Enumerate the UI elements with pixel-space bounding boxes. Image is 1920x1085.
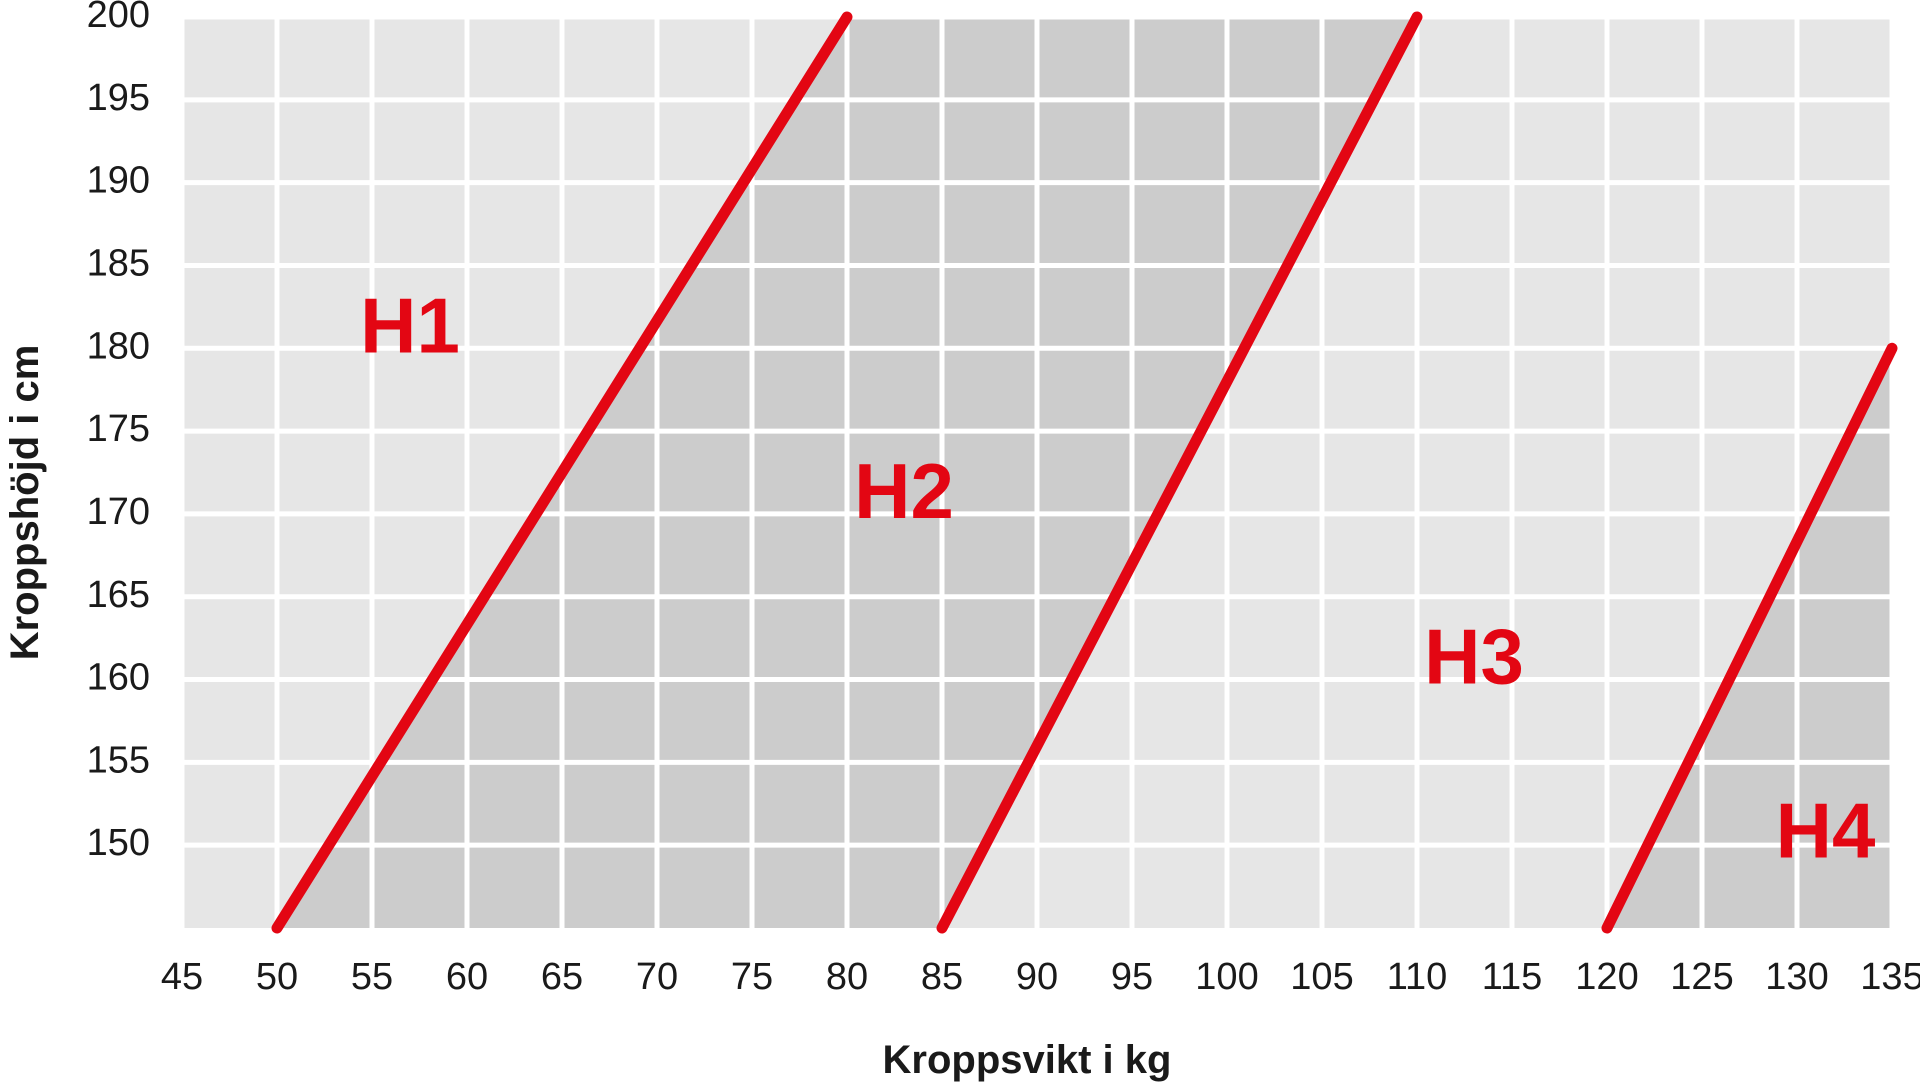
- x-tick-label: 85: [921, 956, 963, 998]
- grid: [179, 14, 1895, 928]
- x-tick-label: 105: [1290, 956, 1353, 998]
- y-tick-label: 180: [87, 325, 150, 367]
- boundary-line-3: [1601, 342, 1898, 934]
- zone-label-h4: H4: [1776, 787, 1876, 875]
- zone-region-h1: [182, 17, 847, 928]
- y-tick-label: 175: [87, 408, 150, 450]
- x-tick-label: 65: [541, 956, 583, 998]
- x-tick-label: 50: [256, 956, 298, 998]
- y-tick-label: 190: [87, 160, 150, 202]
- x-tick-label: 75: [731, 956, 773, 998]
- boundary-line-1: [271, 11, 853, 934]
- x-tick-label: 60: [446, 956, 488, 998]
- x-tick-label: 135: [1860, 956, 1920, 998]
- y-axis-tick-labels: 150 155 160 165 170 175 180 185 190 195 200: [87, 0, 150, 864]
- y-axis-title: Kroppshöjd i cm: [3, 345, 47, 661]
- x-axis-title: Kroppsvikt i kg: [883, 1038, 1172, 1082]
- x-tick-label: 95: [1111, 956, 1153, 998]
- x-tick-label: 70: [636, 956, 678, 998]
- zone-label-h3: H3: [1424, 613, 1524, 701]
- y-tick-label: 160: [87, 657, 150, 699]
- zone-label-h1: H1: [360, 281, 460, 369]
- y-tick-label: 155: [87, 739, 150, 781]
- x-tick-label: 80: [826, 956, 868, 998]
- y-tick-label: 185: [87, 242, 150, 284]
- y-tick-label: 200: [87, 0, 150, 36]
- zone-region-h4: [1607, 17, 1892, 928]
- y-tick-label: 150: [87, 822, 150, 864]
- y-tick-label: 195: [87, 77, 150, 119]
- y-tick-label: 165: [87, 574, 150, 616]
- x-tick-label: 100: [1195, 956, 1258, 998]
- x-tick-label: 55: [351, 956, 393, 998]
- boundary-line-2: [936, 11, 1423, 934]
- x-tick-label: 90: [1016, 956, 1058, 998]
- x-tick-label: 125: [1670, 956, 1733, 998]
- zone-label-h2: H2: [854, 447, 954, 535]
- x-tick-label: 45: [161, 956, 203, 998]
- zone-boundary-lines: [271, 11, 1898, 934]
- y-tick-label: 170: [87, 491, 150, 533]
- x-tick-label: 120: [1575, 956, 1638, 998]
- x-tick-label: 130: [1765, 956, 1828, 998]
- x-tick-label: 115: [1482, 956, 1543, 998]
- zone-labels: H1 H2 H3 H4: [360, 281, 1875, 874]
- x-tick-label: 110: [1387, 956, 1448, 998]
- x-axis-tick-labels: 45 50 55 60 65 70 75 80 85 90 95 100 105 110 115 120 125…: [161, 956, 1920, 998]
